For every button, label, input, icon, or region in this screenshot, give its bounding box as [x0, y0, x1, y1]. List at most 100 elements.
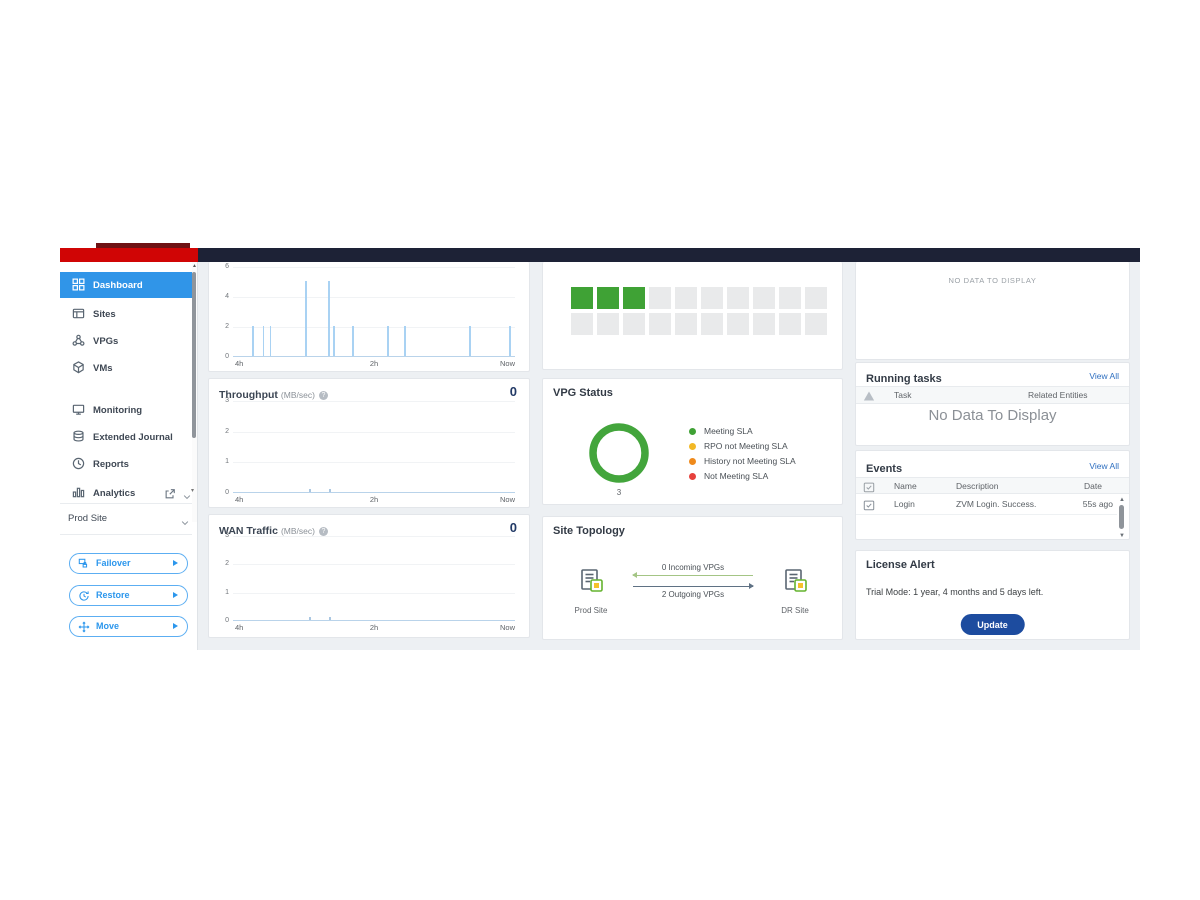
wan-traffic-chart-plot: 3 2 1 0 4h 2h Now — [225, 532, 515, 632]
sidebar-item-reports[interactable]: Reports — [60, 451, 192, 477]
vm-square-empty[interactable] — [779, 287, 801, 309]
vpg-status-donut[interactable]: 3 — [587, 421, 651, 497]
column-header-date[interactable]: Date — [1084, 481, 1102, 491]
x-axis-tick: Now — [499, 623, 515, 632]
sidebar-item-extended-journal[interactable]: Extended Journal — [60, 424, 192, 450]
restore-button[interactable]: Restore — [69, 585, 188, 606]
column-header-related-entities[interactable]: Related Entities — [1028, 390, 1088, 400]
chevron-down-icon[interactable] — [182, 489, 192, 500]
prod-site-node[interactable]: Prod Site — [559, 567, 623, 615]
outgoing-vpgs-label: 2 Outgoing VPGs — [661, 590, 725, 599]
tasks-table-header: Task Related Entities — [856, 386, 1129, 404]
gridline — [233, 432, 515, 433]
sidebar-scrollbar-thumb[interactable] — [192, 272, 196, 438]
legend-label: History not Meeting SLA — [704, 456, 796, 466]
scroll-up-arrow[interactable]: ▲ — [192, 263, 197, 269]
events-scrollbar-thumb[interactable] — [1119, 505, 1124, 529]
vm-square-empty[interactable] — [675, 313, 697, 335]
site-building-icon — [785, 569, 807, 592]
vm-square-protected[interactable] — [597, 287, 619, 309]
scroll-down-arrow[interactable]: ▼ — [1119, 533, 1125, 539]
vm-square-empty[interactable] — [623, 313, 645, 335]
data-spike — [387, 326, 389, 356]
legend-label: Meeting SLA — [704, 426, 753, 436]
sites-icon — [72, 307, 85, 320]
vm-square-empty[interactable] — [779, 313, 801, 335]
scroll-down-arrow[interactable]: ▾ — [191, 488, 195, 494]
chart-title: WAN Traffic — [219, 525, 278, 537]
sidebar-item-label: Sites — [93, 309, 116, 320]
sidebar-item-label: Dashboard — [93, 280, 143, 291]
analytics-icon — [72, 486, 85, 499]
failover-button[interactable]: Failover — [69, 553, 188, 574]
column-header-name[interactable]: Name — [894, 481, 917, 491]
vm-square-empty[interactable] — [753, 313, 775, 335]
throughput-chart-card: Throughput (MB/sec)? 0 3 2 1 0 4h 2h Now — [208, 378, 530, 508]
vpg-status-card: VPG Status 3 Meeting SLA RPO not Meeting … — [542, 378, 843, 505]
vm-square-empty[interactable] — [753, 287, 775, 309]
view-all-link[interactable]: View All — [1089, 371, 1119, 381]
vm-square-empty[interactable] — [701, 313, 723, 335]
y-axis-tick: 0 — [225, 617, 229, 624]
wan-traffic-chart-card: WAN Traffic (MB/sec)? 0 3 2 1 0 4h 2h Now — [208, 514, 530, 638]
move-button[interactable]: Move — [69, 616, 188, 637]
legend-dot — [689, 473, 696, 480]
help-icon[interactable]: ? — [318, 391, 328, 400]
zerto-logo-fragment — [96, 243, 190, 248]
event-row[interactable]: Login ZVM Login. Success. 55s ago — [856, 495, 1117, 515]
external-link-icon[interactable] — [164, 487, 176, 499]
vm-square-protected[interactable] — [623, 287, 645, 309]
sidebar-item-analytics[interactable]: Analytics — [60, 480, 192, 506]
vm-square-protected[interactable] — [571, 287, 593, 309]
panel-title: VPG Status — [553, 387, 613, 399]
sidebar-item-monitoring[interactable]: Monitoring — [60, 397, 192, 423]
vm-square-empty[interactable] — [727, 287, 749, 309]
legend-label: RPO not Meeting SLA — [704, 441, 788, 451]
vm-square-empty[interactable] — [701, 287, 723, 309]
dashboard-content: 6 4 2 0 4h 2h Now Throughput (MB/sec)? 0 3 2 1 0 4h… — [198, 262, 1140, 650]
app-window: Dashboard Sites VPGs VMs Monitoring Extended … — [60, 240, 1140, 650]
site-selector[interactable]: Prod Site — [60, 508, 192, 530]
vm-square-empty[interactable] — [649, 287, 671, 309]
vm-square-empty[interactable] — [649, 313, 671, 335]
view-all-link[interactable]: View All — [1089, 461, 1119, 471]
sidebar-item-label: Analytics — [93, 488, 136, 499]
zero-data-line — [233, 356, 515, 357]
panel-title: License Alert — [866, 559, 935, 571]
vm-square-empty[interactable] — [571, 313, 593, 335]
vm-square-empty[interactable] — [597, 313, 619, 335]
chart-current-value: 0 — [509, 520, 517, 535]
panel-header: Events View All — [866, 459, 1119, 475]
vm-square-empty[interactable] — [727, 313, 749, 335]
column-header-task[interactable]: Task — [894, 390, 912, 400]
help-icon[interactable]: ? — [318, 527, 328, 536]
sidebar-item-vpgs[interactable]: VPGs — [60, 328, 192, 354]
gridline — [233, 462, 515, 463]
chart-unit: (MB/sec) — [280, 526, 315, 536]
data-spike — [305, 281, 307, 356]
vpg-count: 3 — [616, 488, 622, 497]
journal-icon — [72, 430, 85, 443]
y-axis-tick: 1 — [225, 458, 229, 465]
dr-site-node[interactable]: DR Site — [763, 567, 827, 615]
data-blip — [328, 489, 331, 492]
vms-icon — [72, 361, 85, 374]
sidebar-item-vms[interactable]: VMs — [60, 355, 192, 381]
vm-square-empty[interactable] — [675, 287, 697, 309]
monitoring-icon — [72, 403, 85, 416]
column-header-description[interactable]: Description — [956, 481, 999, 491]
vm-square-empty[interactable] — [805, 313, 827, 335]
events-scrollbar[interactable]: ▲ ▼ — [1118, 497, 1126, 539]
scroll-up-arrow[interactable]: ▲ — [1119, 497, 1125, 503]
vm-status-grid — [571, 287, 827, 335]
alerts-card: NO DATA TO DISPLAY — [855, 262, 1130, 360]
sidebar-item-sites[interactable]: Sites — [60, 301, 192, 327]
y-axis-tick: 2 — [225, 428, 229, 435]
failover-icon — [78, 557, 90, 569]
topology-links: 0 Incoming VPGs 2 Outgoing VPGs — [631, 561, 755, 611]
y-axis-tick: 2 — [225, 323, 229, 330]
vm-square-empty[interactable] — [805, 287, 827, 309]
update-button[interactable]: Update — [960, 614, 1025, 635]
sidebar-item-dashboard[interactable]: Dashboard — [60, 272, 192, 298]
warning-icon — [863, 389, 875, 401]
